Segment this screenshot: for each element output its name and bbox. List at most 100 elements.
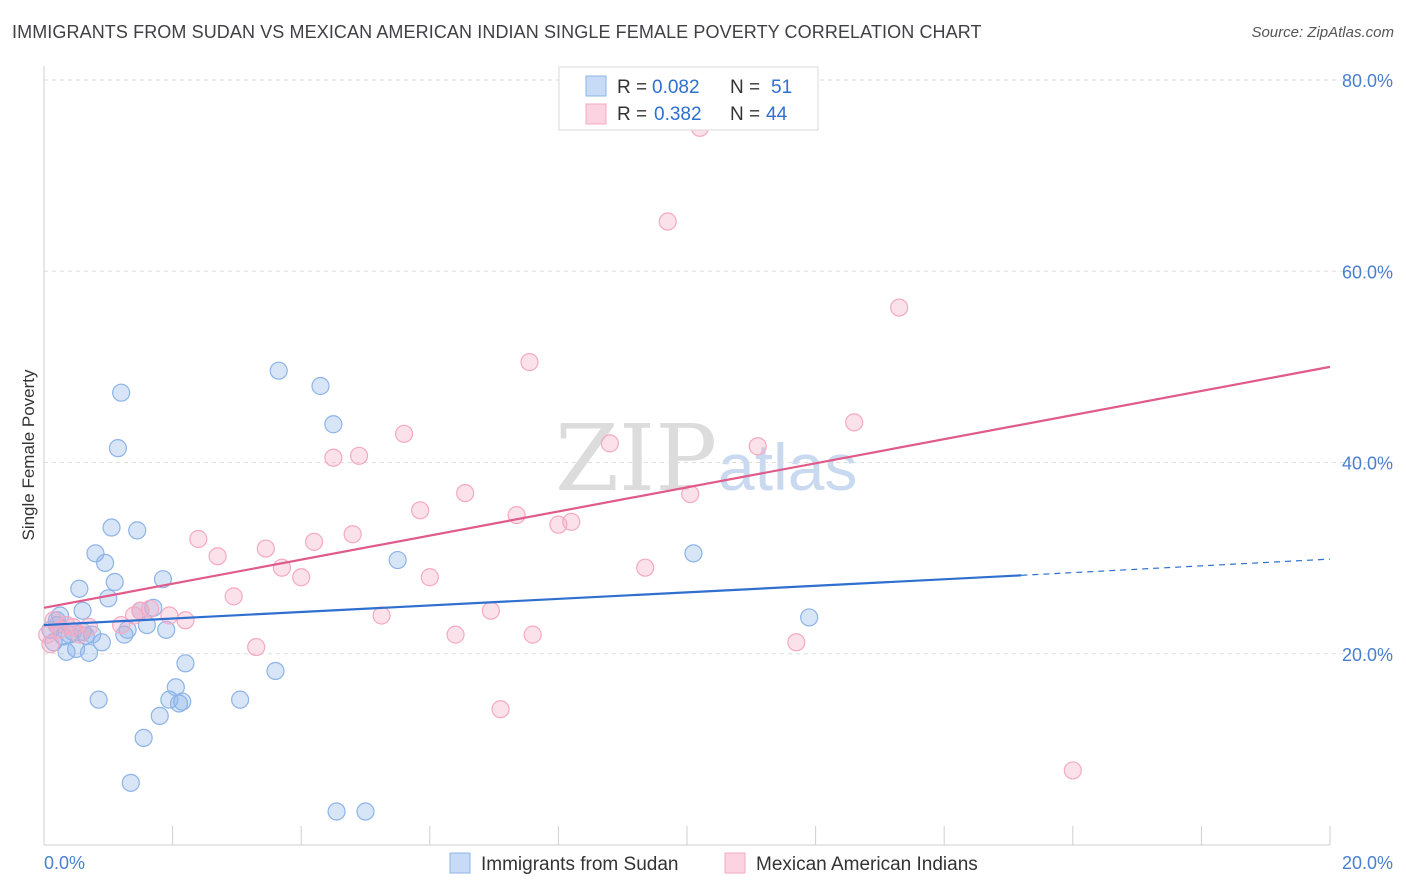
point-sudan	[169, 694, 189, 713]
y-tick-label: 60.0%	[1342, 262, 1393, 282]
point-sudan	[79, 643, 99, 662]
chart-title: IMMIGRANTS FROM SUDAN VS MEXICAN AMERICA…	[12, 22, 982, 42]
point-mexican-american-indians	[845, 413, 864, 432]
trend-line-mexican-american-indians	[43, 365, 1331, 609]
point-mexican-american-indians	[456, 484, 475, 503]
point-mexican-american-indians	[189, 529, 208, 549]
point-mexican-american-indians	[343, 525, 362, 544]
point-sudan	[134, 728, 153, 748]
legend-swatch-mexican-american-indians	[585, 103, 607, 125]
point-sudan	[269, 361, 288, 380]
point-sudan	[157, 620, 176, 639]
point-sudan	[121, 773, 140, 792]
point-sudan	[108, 439, 128, 458]
watermark: ZIP atlas	[555, 405, 857, 512]
point-mexican-american-indians	[636, 558, 655, 577]
bottom-legend-label-mexican-american-indians: Mexican American Indians	[756, 854, 978, 875]
legend-n-label-2: N =	[730, 104, 760, 125]
point-mexican-american-indians	[491, 700, 510, 719]
point-mexican-american-indians	[79, 617, 99, 637]
point-sudan	[324, 415, 343, 434]
point-sudan	[231, 690, 250, 709]
point-sudan	[102, 518, 121, 537]
legend-r-value-2: 0.382	[654, 104, 702, 125]
legend-n-label-1: N =	[730, 77, 760, 98]
x-tick-label: 0.0%	[44, 853, 85, 873]
point-sudan	[311, 376, 330, 396]
point-sudan	[327, 802, 346, 821]
point-mexican-american-indians	[176, 611, 195, 630]
point-sudan	[176, 654, 195, 673]
point-mexican-american-indians	[681, 484, 700, 504]
point-mexican-american-indians	[446, 625, 465, 644]
bottom-legend-label-sudan: Immigrants from Sudan	[481, 854, 678, 875]
point-mexican-american-indians	[349, 446, 369, 465]
point-mexican-american-indians	[372, 606, 391, 625]
stats-legend: R = 0.082 N = 51 R = 0.382 N = 44	[558, 66, 819, 131]
point-sudan	[684, 544, 703, 563]
point-mexican-american-indians	[256, 539, 275, 558]
point-mexican-american-indians	[324, 448, 343, 467]
trend-line-sudan	[43, 574, 1022, 627]
point-sudan	[128, 521, 147, 540]
point-mexican-american-indians	[562, 512, 581, 531]
point-sudan	[150, 706, 169, 726]
point-mexican-american-indians	[890, 298, 909, 317]
point-mexican-american-indians	[304, 532, 324, 551]
point-sudan	[95, 553, 115, 573]
point-mexican-american-indians	[208, 547, 227, 566]
point-mexican-american-indians	[411, 501, 430, 520]
legend-r-label-2: R =	[617, 104, 647, 125]
y-axis-label: Single Female Poverty	[19, 369, 38, 541]
bottom-legend-swatch-sudan	[449, 852, 471, 874]
point-mexican-american-indians	[523, 625, 542, 644]
point-sudan	[86, 544, 105, 563]
point-mexican-american-indians	[600, 434, 619, 453]
point-mexican-american-indians	[1063, 761, 1082, 780]
legend-n-value-1: 51	[771, 77, 792, 98]
trend-line-sudan-extension	[1021, 558, 1331, 576]
watermark-zip: ZIP	[555, 405, 717, 512]
y-tick-label: 80.0%	[1342, 71, 1393, 91]
x-tick-label: 20.0%	[1342, 853, 1393, 873]
point-sudan	[105, 572, 124, 592]
point-mexican-american-indians	[481, 601, 500, 620]
legend-n-value-2: 44	[766, 104, 788, 125]
watermark-atlas: atlas	[718, 430, 857, 504]
point-sudan	[73, 601, 92, 620]
series-legend: Immigrants from Sudan Mexican American I…	[449, 852, 978, 875]
point-sudan	[153, 570, 173, 589]
point-sudan	[70, 579, 89, 598]
gridlines	[44, 79, 1392, 655]
bottom-legend-swatch-mexican-american-indians	[724, 852, 746, 874]
point-mexican-american-indians	[787, 633, 806, 652]
source-credit: Source: ZipAtlas.com	[1251, 24, 1394, 41]
point-mexican-american-indians	[292, 568, 311, 587]
legend-r-value-1: 0.082	[652, 77, 700, 98]
point-mexican-american-indians	[748, 437, 767, 456]
point-sudan	[388, 550, 407, 570]
point-mexican-american-indians	[224, 587, 243, 606]
y-tick-label: 40.0%	[1342, 454, 1393, 474]
point-sudan	[356, 802, 375, 821]
legend-r-label-1: R =	[617, 77, 647, 98]
point-sudan	[800, 608, 819, 627]
point-mexican-american-indians	[394, 424, 414, 443]
point-sudan	[112, 383, 131, 402]
point-mexican-american-indians	[160, 606, 179, 625]
point-sudan	[89, 690, 108, 709]
point-mexican-american-indians	[658, 212, 677, 231]
point-sudan	[99, 589, 118, 608]
point-sudan	[266, 661, 285, 681]
point-mexican-american-indians	[247, 637, 266, 657]
point-mexican-american-indians	[41, 635, 60, 654]
y-tick-label: 20.0%	[1342, 645, 1393, 665]
point-mexican-american-indians	[70, 625, 89, 644]
point-sudan	[92, 633, 111, 652]
tick-labels: 20.0% 40.0% 60.0% 80.0% 0.0% 20.0%	[44, 71, 1393, 873]
point-mexican-american-indians	[520, 352, 539, 372]
trend-lines	[43, 365, 1331, 627]
legend-swatch-sudan	[585, 75, 607, 97]
axes	[43, 66, 1331, 846]
